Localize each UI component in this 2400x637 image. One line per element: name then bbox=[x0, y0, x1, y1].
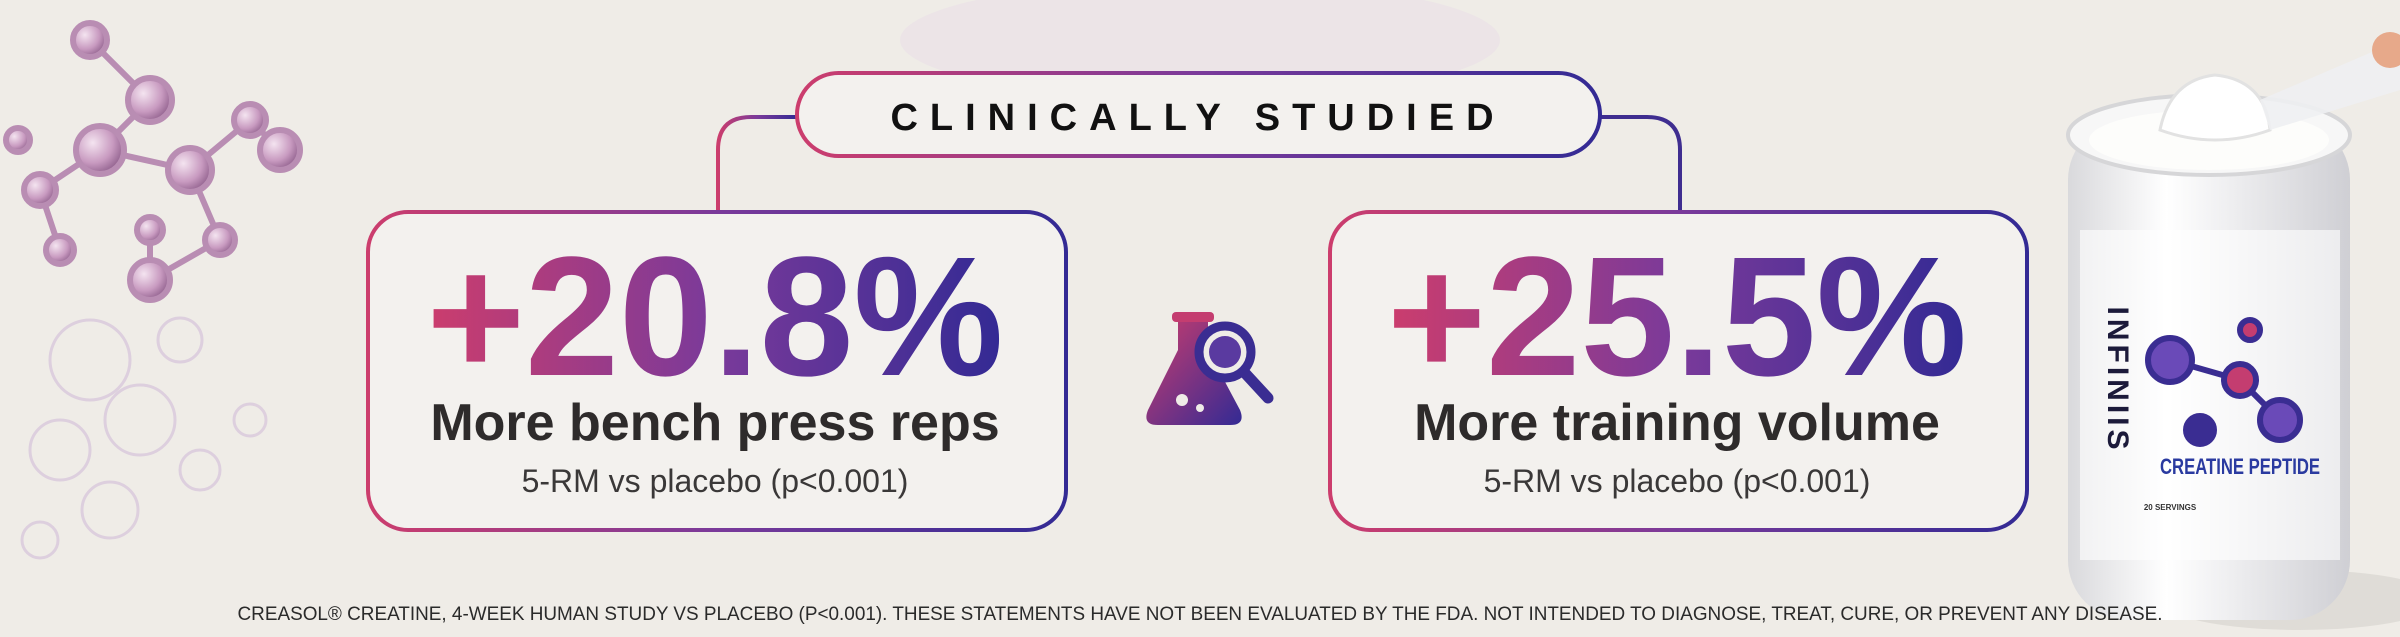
product-brand: INFINIIS bbox=[2101, 306, 2134, 453]
stat-box bbox=[1328, 210, 2029, 532]
molecule-decoration bbox=[3, 20, 303, 303]
badge-text: CLINICALLY STUDIED bbox=[890, 97, 1505, 139]
flask-icon bbox=[1146, 312, 1274, 425]
stat-box bbox=[366, 210, 1068, 532]
product-servings: 20 SERVINGS bbox=[2144, 503, 2197, 512]
connector bbox=[716, 115, 797, 212]
stat-value: +20.8% bbox=[427, 222, 1004, 412]
product-jar: INFINIIS CREATINE PEPTIDE 20 SERVINGS bbox=[2066, 32, 2400, 630]
bubble-decoration bbox=[20, 316, 268, 560]
stat-label: More bench press reps bbox=[430, 394, 999, 452]
badge-pill bbox=[795, 71, 1602, 158]
stat-note: 5-RM vs placebo (p<0.001) bbox=[1484, 463, 1871, 499]
stat-label: More training volume bbox=[1414, 394, 1940, 452]
stat-note: 5-RM vs placebo (p<0.001) bbox=[522, 463, 909, 499]
stat-value: +25.5% bbox=[1387, 222, 1967, 412]
connector bbox=[1600, 115, 1682, 212]
disclaimer: CREASOL® CREATINE, 4-WEEK HUMAN STUDY VS… bbox=[238, 604, 2163, 625]
product-name: CREATINE PEPTIDE bbox=[2160, 454, 2320, 479]
